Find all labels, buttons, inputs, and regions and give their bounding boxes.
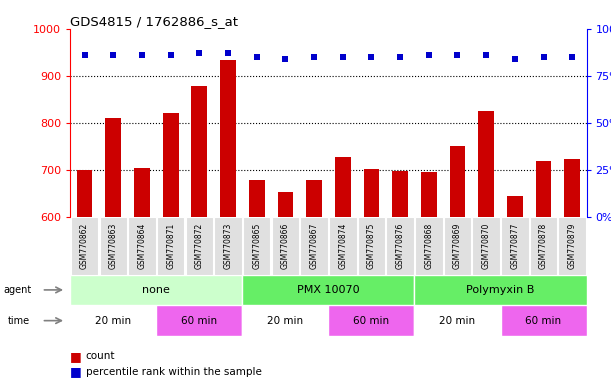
Text: PMX 10070: PMX 10070 (297, 285, 360, 295)
Bar (472, 217, 500, 275)
Bar (214, 217, 242, 275)
Bar (277, 192, 293, 217)
Text: 60 min: 60 min (353, 316, 389, 326)
Text: GSM770866: GSM770866 (281, 223, 290, 269)
Text: GSM770877: GSM770877 (510, 223, 519, 269)
Point (510, 56, 520, 62)
Bar (272, 217, 299, 275)
Text: GSM770875: GSM770875 (367, 223, 376, 269)
Text: GSM770870: GSM770870 (481, 223, 491, 269)
Bar (444, 217, 471, 275)
Text: ■: ■ (70, 365, 82, 378)
Bar (163, 113, 178, 217)
Bar (357, 217, 385, 275)
Text: time: time (8, 316, 30, 326)
Text: 20 min: 20 min (439, 316, 475, 326)
Text: GSM770863: GSM770863 (109, 223, 118, 269)
Bar (565, 159, 580, 217)
Bar (414, 305, 500, 336)
Bar (70, 275, 243, 305)
Text: GSM770867: GSM770867 (310, 223, 318, 269)
Bar (364, 169, 379, 217)
Point (481, 52, 491, 58)
Text: 60 min: 60 min (525, 316, 562, 326)
Text: 20 min: 20 min (95, 316, 131, 326)
Point (137, 52, 147, 58)
Point (280, 56, 290, 62)
Text: GSM770873: GSM770873 (224, 223, 233, 269)
Bar (77, 170, 92, 217)
Bar (243, 217, 271, 275)
Text: GSM770862: GSM770862 (80, 223, 89, 269)
Bar (300, 217, 328, 275)
Text: GSM770876: GSM770876 (395, 223, 404, 269)
Bar (71, 217, 98, 275)
Bar (507, 196, 523, 217)
Text: 20 min: 20 min (268, 316, 304, 326)
Bar (536, 161, 551, 217)
Point (539, 54, 549, 60)
Point (166, 52, 175, 58)
Bar (191, 86, 207, 217)
Bar (335, 157, 351, 217)
Bar (421, 172, 437, 217)
Text: GSM770878: GSM770878 (539, 223, 548, 269)
Bar (329, 305, 414, 336)
Text: percentile rank within the sample: percentile rank within the sample (86, 367, 262, 377)
Text: none: none (142, 285, 170, 295)
Bar (134, 167, 150, 217)
Bar (156, 305, 243, 336)
Bar (128, 217, 156, 275)
Bar (414, 275, 587, 305)
Point (194, 50, 204, 56)
Text: GSM770874: GSM770874 (338, 223, 347, 269)
Point (252, 54, 262, 60)
Point (108, 52, 118, 58)
Point (453, 52, 463, 58)
Point (338, 54, 348, 60)
Bar (530, 217, 557, 275)
Text: agent: agent (3, 285, 31, 295)
Bar (100, 217, 127, 275)
Bar (392, 171, 408, 217)
Text: GSM770872: GSM770872 (195, 223, 204, 269)
Bar (249, 180, 265, 217)
Point (395, 54, 405, 60)
Bar (70, 305, 156, 336)
Bar (243, 305, 328, 336)
Text: GSM770869: GSM770869 (453, 223, 462, 269)
Text: ■: ■ (70, 350, 82, 363)
Bar (329, 217, 357, 275)
Bar (450, 146, 466, 217)
Text: GSM770871: GSM770871 (166, 223, 175, 269)
Text: GSM770865: GSM770865 (252, 223, 262, 269)
Text: GSM770864: GSM770864 (137, 223, 147, 269)
Point (568, 54, 577, 60)
Text: count: count (86, 351, 115, 361)
Bar (243, 275, 414, 305)
Text: 60 min: 60 min (181, 316, 218, 326)
Bar (558, 217, 586, 275)
Bar (500, 305, 587, 336)
Point (223, 50, 233, 56)
Bar (478, 111, 494, 217)
Bar (415, 217, 442, 275)
Text: GSM770868: GSM770868 (424, 223, 433, 269)
Text: GSM770879: GSM770879 (568, 223, 577, 269)
Bar (220, 60, 236, 217)
Text: Polymyxin B: Polymyxin B (466, 285, 535, 295)
Point (424, 52, 434, 58)
Bar (186, 217, 213, 275)
Point (309, 54, 319, 60)
Point (367, 54, 376, 60)
Bar (157, 217, 185, 275)
Bar (386, 217, 414, 275)
Bar (306, 180, 322, 217)
Bar (106, 118, 121, 217)
Point (79, 52, 89, 58)
Text: GDS4815 / 1762886_s_at: GDS4815 / 1762886_s_at (70, 15, 238, 28)
Bar (501, 217, 529, 275)
